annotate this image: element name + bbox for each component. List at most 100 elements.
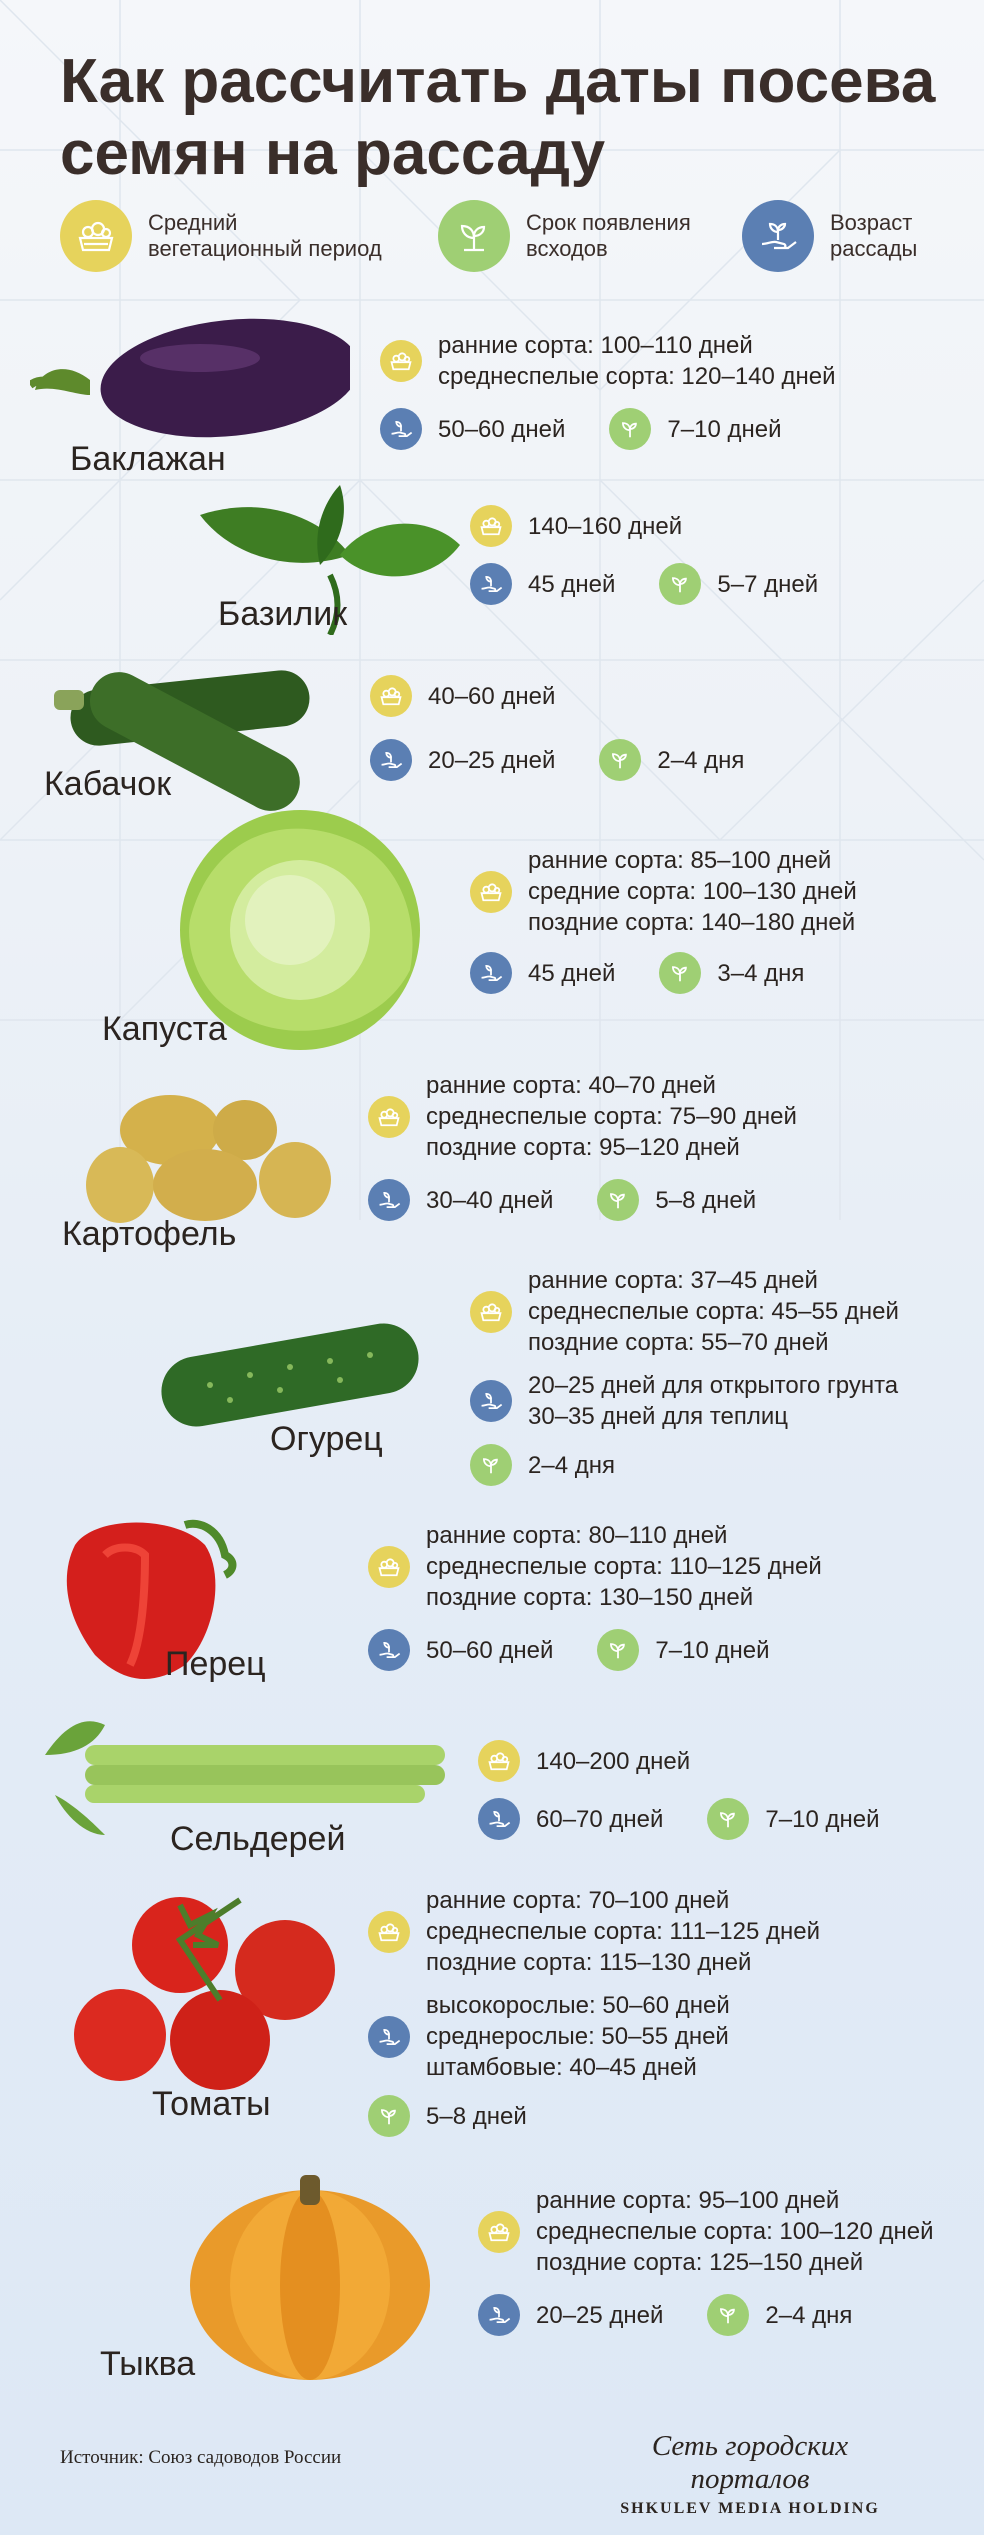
age-sprout-row: 45 дней 3–4 дня [470, 952, 857, 994]
legend-seedling-age-label: Возраст рассады [830, 210, 918, 261]
basket-icon [478, 1740, 520, 1782]
vegetable-name: Перец [165, 1645, 266, 1683]
vegetable-info: ранние сорта: 80–110 дней среднеспелые со… [368, 1520, 822, 1671]
vegetable-info: 40–60 дней 20–25 дней 2–4 дня [370, 675, 744, 781]
seedling-age: 20–25 дней для открытого грунта 30–35 дне… [528, 1370, 898, 1432]
sprouting-row: 2–4 дня [470, 1444, 899, 1486]
vegetation-period-line: поздние сорта: 95–120 дней [426, 1134, 740, 1161]
vegetation-period-line: поздние сорта: 140–180 дней [528, 909, 856, 936]
vegetable-name: Огурец [270, 1420, 383, 1458]
seedling-age-line: 30–35 дней для теплиц [528, 1403, 788, 1430]
vegetable-illustration [185, 2145, 435, 2390]
basket-icon [380, 340, 422, 382]
vegetable-name: Базилик [218, 595, 348, 633]
seedling-age: 30–40 дней [426, 1185, 553, 1216]
publisher-logo-line1: Сеть городских порталов [651, 2430, 849, 2495]
sprouting-time: 7–10 дней [765, 1805, 880, 1833]
vegetation-period-line: ранние сорта: 40–70 дней [426, 1072, 716, 1099]
age-sprout-row: 20–25 дней 2–4 дня [370, 739, 744, 781]
sprout-icon [438, 200, 510, 272]
age-sprout-row: 50–60 дней 7–10 дней [368, 1629, 822, 1671]
sprout-icon [597, 1629, 640, 1671]
seedling-age-line: штамбовые: 40–45 дней [426, 2054, 697, 2081]
vegetation-row: ранние сорта: 70–100 дней среднеспелые со… [368, 1885, 820, 1978]
vegetation-period-line: поздние сорта: 130–150 дней [426, 1584, 754, 1611]
sprout-icon [609, 408, 652, 450]
seedling-hand-icon [368, 2015, 410, 2058]
vegetation-period-line: средние сорта: 100–130 дней [528, 878, 857, 905]
sprouting-row: 5–8 дней [368, 2095, 820, 2137]
vegetation-period-line: среднеспелые сорта: 110–125 дней [426, 1553, 822, 1580]
vegetable-info: 140–200 дней 60–70 дней 7–10 дней [478, 1740, 880, 1840]
vegetation-period: ранние сорта: 40–70 дней среднеспелые сор… [426, 1070, 797, 1163]
page-title: Как рассчитать даты посева семян на расс… [60, 47, 936, 188]
seedling-hand-icon [470, 563, 512, 605]
vegetation-period-line: ранние сорта: 37–45 дней [528, 1267, 818, 1294]
sprouting-time: 5–7 дней [717, 570, 819, 598]
vegetable-info: ранние сорта: 95–100 дней среднеспелые со… [478, 2185, 934, 2336]
vegetation-period-line: ранние сорта: 95–100 дней [536, 2187, 840, 2214]
vegetation-period-line: поздние сорта: 125–150 дней [536, 2249, 864, 2276]
sprouting-time: 5–8 дней [655, 1186, 757, 1214]
seedling-hand-icon [478, 2294, 520, 2336]
vegetation-period-line: среднеспелые сорта: 75–90 дней [426, 1103, 797, 1130]
age-sprout-row: 45 дней 5–7 дней [470, 563, 818, 605]
age-sprout-row: 30–40 дней 5–8 дней [368, 1179, 797, 1221]
vegetation-period: ранние сорта: 85–100 дней средние сорта: … [528, 845, 857, 938]
vegetable-info: ранние сорта: 37–45 дней среднеспелые сор… [470, 1265, 899, 1486]
basket-icon [478, 2210, 520, 2253]
vegetable-illustration [150, 1305, 430, 1450]
seedling-hand-icon [368, 1629, 410, 1671]
vegetation-period-line: ранние сорта: 85–100 дней [528, 847, 832, 874]
vegetation-period-line: 140–200 дней [536, 1747, 691, 1775]
vegetable-name: Тыква [100, 2345, 196, 2383]
seedling-age: 50–60 дней [438, 414, 565, 445]
seedling-hand-icon [470, 1380, 512, 1422]
legend: Средний вегетационный период Срок появле… [0, 200, 984, 280]
age-sprout-row: 60–70 дней 7–10 дней [478, 1798, 880, 1840]
vegetation-period: ранние сорта: 95–100 дней среднеспелые со… [536, 2185, 934, 2278]
vegetable-info: ранние сорта: 100–110 дней среднеспелые с… [380, 330, 836, 450]
vegetation-period: 40–60 дней [428, 681, 555, 712]
seedling-hand-icon [478, 1798, 520, 1840]
seedling-age: 50–60 дней [426, 1635, 553, 1666]
vegetation-period: 140–200 дней [536, 1746, 690, 1777]
vegetation-row: 40–60 дней [370, 675, 744, 717]
vegetation-row: ранние сорта: 85–100 дней средние сорта: … [470, 845, 857, 938]
vegetation-period-line: среднеспелые сорта: 45–55 дней [528, 1298, 899, 1325]
vegetable-illustration [40, 650, 320, 825]
sprouting-time: 7–10 дней [655, 1636, 770, 1664]
vegetation-period-line: ранние сорта: 80–110 дней [426, 1522, 728, 1549]
sprout-icon [659, 563, 702, 605]
legend-sprouting: Срок появления всходов [438, 200, 726, 272]
seedling-age-line: высокорослые: 50–60 дней [426, 1992, 730, 2019]
sprouting-time: 5–8 дней [426, 2102, 527, 2130]
basket-icon [368, 1095, 410, 1138]
sprout-icon [659, 952, 702, 994]
sprout-icon [597, 1179, 640, 1221]
vegetation-period: 140–160 дней [528, 511, 682, 542]
vegetable-illustration [160, 800, 440, 1065]
seedling-age-line: 50–60 дней [438, 415, 566, 443]
publisher-logo-line2: SHKULEV MEDIA HOLDING [620, 2500, 880, 2517]
vegetation-period: ранние сорта: 100–110 дней среднеспелые с… [438, 330, 836, 392]
vegetation-period-line: ранние сорта: 100–110 дней [438, 332, 753, 359]
seedling-age: 60–70 дней [536, 1804, 663, 1835]
sprouting-time: 2–4 дня [765, 2301, 853, 2329]
basket-icon [470, 870, 512, 913]
vegetation-period-line: поздние сорта: 115–130 дней [426, 1949, 752, 1976]
sprout-icon [470, 1444, 512, 1486]
seedling-age-line: 45 дней [528, 570, 616, 598]
publisher-logo: Сеть городских порталов SHKULEV MEDIA HO… [600, 2430, 900, 2518]
seedling-age-line: 60–70 дней [536, 1805, 664, 1833]
vegetable-info: 140–160 дней 45 дней 5–7 дней [470, 505, 818, 605]
source-note: Источник: Союз садоводов России [60, 2447, 342, 2468]
vegetable-name: Картофель [62, 1215, 237, 1253]
seedling-age-line: 20–25 дней [536, 2301, 664, 2329]
vegetation-period-line: ранние сорта: 70–100 дней [426, 1887, 730, 1914]
vegetable-name: Баклажан [70, 440, 226, 478]
vegetable-illustration [70, 1890, 350, 2105]
vegetation-period-line: 140–160 дней [528, 512, 683, 540]
sprouting-time: 7–10 дней [667, 415, 782, 443]
basket-icon [368, 1910, 410, 1953]
